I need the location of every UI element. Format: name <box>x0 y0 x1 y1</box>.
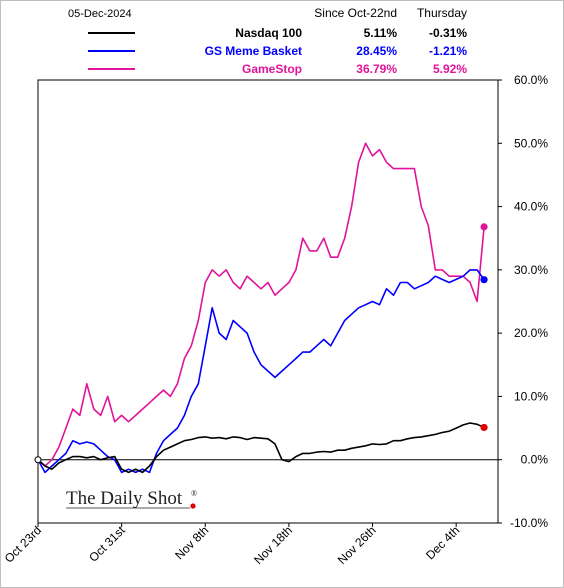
daily-shot-logo: The Daily Shot ® <box>66 488 197 509</box>
series-endpoint-marker-1 <box>480 276 488 284</box>
y-tick-label: 20.0% <box>514 326 548 340</box>
series-line-0 <box>37 422 485 474</box>
origin-marker <box>34 456 42 464</box>
series-line-1 <box>37 269 485 474</box>
series-endpoint-marker-2 <box>480 223 488 231</box>
y-tick-label: 30.0% <box>514 263 548 277</box>
y-axis: 60.0% 50.0% 40.0% 30.0% 20.0% 10.0% 0.0% -10.0% <box>498 73 548 530</box>
series-layer <box>37 142 485 474</box>
legend-col1-header: Since Oct-22nd <box>314 6 397 20</box>
legend-col2-header: Thursday <box>417 6 467 20</box>
legend-thursday-value: 5.92% <box>433 62 467 76</box>
y-tick-label: 50.0% <box>514 136 548 150</box>
legend-series-name: GS Meme Basket <box>205 44 302 58</box>
legend: Nasdaq 100 5.11% -0.31% GS Meme Basket 28.45… <box>88 26 467 76</box>
legend-thursday-value: -0.31% <box>429 26 467 40</box>
logo-dot <box>190 503 196 509</box>
y-tick-label: 0.0% <box>521 453 549 467</box>
series-endpoints <box>34 223 488 464</box>
logo-text: The Daily Shot <box>66 488 183 509</box>
date-label: 05-Dec-2024 <box>68 8 132 20</box>
legend-since-value: 5.11% <box>364 26 398 40</box>
y-tick-label: 10.0% <box>514 389 548 403</box>
series-line-2 <box>37 142 485 467</box>
legend-series-name: GameStop <box>242 62 302 76</box>
series-endpoint-marker-0 <box>480 423 488 432</box>
y-tick-label: 40.0% <box>514 200 548 214</box>
legend-series-name: Nasdaq 100 <box>235 26 302 40</box>
logo-registered-mark: ® <box>191 489 197 498</box>
y-tick-label: 60.0% <box>514 73 548 87</box>
y-tick-label: -10.0% <box>510 516 548 530</box>
legend-since-value: 36.79% <box>356 62 397 76</box>
legend-thursday-value: -1.21% <box>429 44 467 58</box>
plot-area <box>37 79 499 524</box>
legend-since-value: 28.45% <box>356 44 397 58</box>
